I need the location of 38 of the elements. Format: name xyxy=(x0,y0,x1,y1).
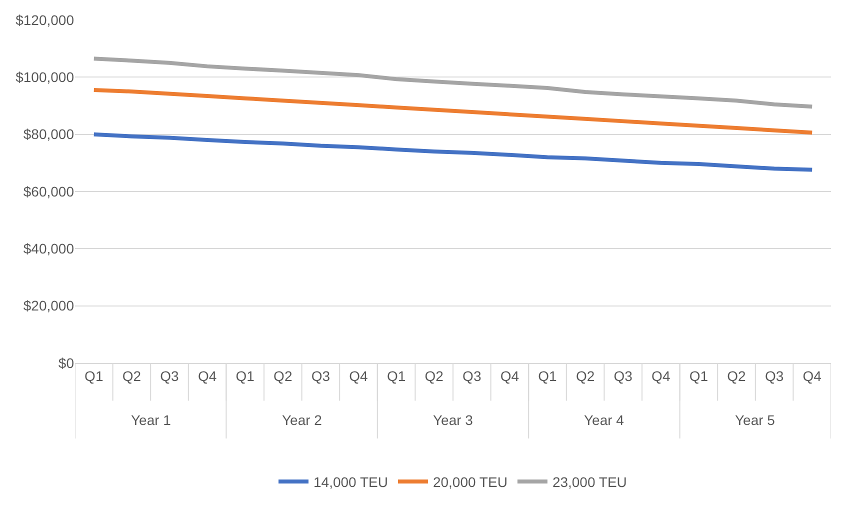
text: Year 4 xyxy=(584,412,624,428)
x-tick-label: Q3 xyxy=(614,368,633,384)
line-series xyxy=(92,56,814,109)
y-tick-label: $20,000 xyxy=(23,298,74,314)
line-series xyxy=(92,88,814,135)
y-tick-label: $60,000 xyxy=(23,183,74,200)
x-tick-label: Q3 xyxy=(311,368,330,384)
x-tick-label: Q2 xyxy=(274,368,292,384)
x-tick-label: Q1 xyxy=(689,368,708,384)
y-tick-label: $80,000 xyxy=(23,126,74,142)
line-series xyxy=(92,132,814,172)
x-tick-label: Q4 xyxy=(198,368,217,384)
text: Year 2 xyxy=(282,412,322,428)
x-tick-label: Q4 xyxy=(652,368,670,384)
x-tick-label: Q3 xyxy=(462,368,482,384)
legend-label: 14,000 TEU xyxy=(314,474,388,490)
x-tick-label: Q3 xyxy=(764,368,784,384)
x-tick-label: Q1 xyxy=(236,368,255,384)
y-tick-label: $100,000 xyxy=(16,69,74,86)
y-tick-label: $120,000 xyxy=(16,12,74,28)
x-tick-label: Q2 xyxy=(727,368,746,384)
y-tick-label: $0 xyxy=(58,354,74,371)
x-tick-label: Q2 xyxy=(122,368,142,384)
text: Year 5 xyxy=(735,412,776,428)
x-tick-label: Q1 xyxy=(84,368,104,384)
legend-label: 20,000 TEU xyxy=(432,474,508,490)
text: Year 1 xyxy=(131,412,172,428)
x-tick-label: Q3 xyxy=(160,368,180,384)
legend-label: 23,000 TEU xyxy=(552,474,627,490)
x-tick-label: Q1 xyxy=(386,368,406,384)
text: Year 3 xyxy=(433,412,474,428)
x-tick-label: Q4 xyxy=(802,368,822,384)
x-tick-label: Q4 xyxy=(349,368,368,384)
x-tick-label: Q2 xyxy=(424,368,444,384)
x-tick-label: Q1 xyxy=(538,368,558,384)
x-tick-label: Q4 xyxy=(500,368,520,384)
x-tick-label: Q2 xyxy=(576,368,595,384)
y-tick-label: $40,000 xyxy=(23,240,74,257)
